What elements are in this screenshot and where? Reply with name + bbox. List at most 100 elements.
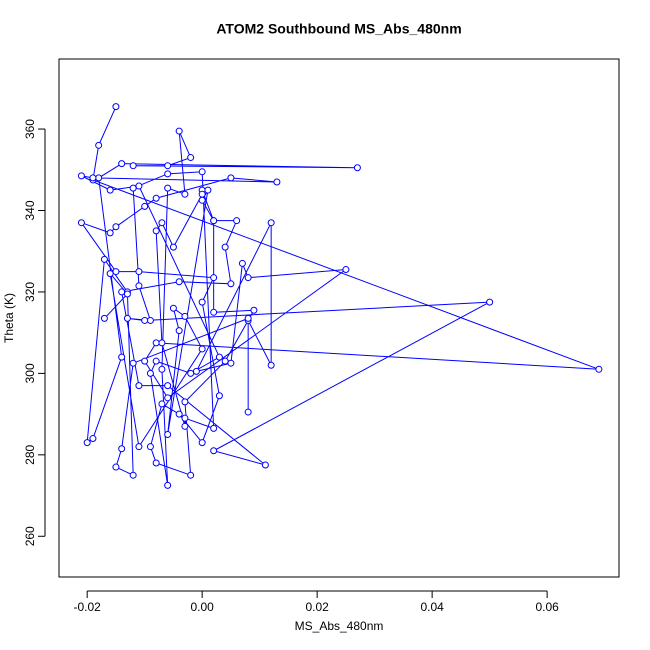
y-tick-label: 260 <box>23 526 37 546</box>
y-tick-label: 320 <box>23 282 37 302</box>
data-point <box>135 443 143 451</box>
data-point <box>227 174 235 182</box>
data-point <box>77 172 85 180</box>
data-point <box>227 280 235 288</box>
data-point <box>129 471 137 479</box>
data-point <box>181 422 189 430</box>
data-point <box>215 392 223 400</box>
data-point <box>118 160 126 168</box>
data-point <box>169 243 177 251</box>
data-point <box>129 359 137 367</box>
data-point <box>198 345 206 353</box>
data-point <box>244 274 252 282</box>
data-point <box>250 306 258 314</box>
data-point <box>112 103 120 111</box>
data-point <box>267 361 275 369</box>
data-point <box>95 174 103 182</box>
x-tick-label: -0.02 <box>73 600 101 614</box>
data-point <box>175 327 183 335</box>
x-tick-label: 0.04 <box>420 600 444 614</box>
data-point <box>221 243 229 251</box>
data-point <box>83 439 91 447</box>
data-point <box>135 268 143 276</box>
data-point <box>152 357 160 365</box>
data-point <box>244 314 252 322</box>
y-tick-label: 280 <box>23 444 37 464</box>
data-point <box>158 219 166 227</box>
data-point <box>100 314 108 322</box>
y-tick-label: 340 <box>23 200 37 220</box>
data-point <box>267 219 275 227</box>
data-point <box>141 202 149 210</box>
data-point <box>238 259 246 267</box>
data-point <box>118 445 126 453</box>
data-point <box>233 217 241 225</box>
data-point <box>261 461 269 469</box>
data-point <box>129 184 137 192</box>
data-point <box>198 196 206 204</box>
data-point <box>95 141 103 149</box>
data-point <box>164 394 172 402</box>
data-point <box>146 443 154 451</box>
data-point <box>100 255 108 263</box>
data-point <box>215 353 223 361</box>
data-point <box>112 463 120 471</box>
data-point <box>158 339 166 347</box>
data-point <box>77 219 85 227</box>
data-point <box>123 314 131 322</box>
x-tick-label: 0.06 <box>535 600 559 614</box>
data-point <box>210 308 218 316</box>
y-tick-label: 360 <box>23 119 37 139</box>
data-point <box>353 164 361 172</box>
data-point <box>164 170 172 178</box>
data-point <box>198 168 206 176</box>
data-point <box>158 365 166 373</box>
data-point <box>198 190 206 198</box>
data-point <box>187 154 195 162</box>
data-point <box>221 357 229 365</box>
data-point <box>112 223 120 231</box>
data-point <box>112 268 120 276</box>
data-point <box>210 447 218 455</box>
data-point <box>486 298 494 306</box>
x-axis-label: MS_Abs_480nm <box>295 619 384 633</box>
data-point <box>129 162 137 170</box>
data-point <box>181 398 189 406</box>
y-axis-label: Theta (K) <box>2 293 16 343</box>
data-point <box>273 178 281 186</box>
data-point <box>192 367 200 375</box>
x-tick-label: 0.02 <box>305 600 329 614</box>
data-point <box>89 435 97 443</box>
data-point <box>175 410 183 418</box>
data-point <box>175 278 183 286</box>
data-point <box>164 162 172 170</box>
data-point <box>135 382 143 390</box>
data-point <box>141 357 149 365</box>
data-point <box>164 430 172 438</box>
y-tick-label: 300 <box>23 363 37 383</box>
plot-box <box>58 58 620 578</box>
data-point <box>181 414 189 422</box>
data-point <box>175 127 183 135</box>
data-point <box>158 400 166 408</box>
data-point <box>210 424 218 432</box>
data-point <box>152 227 160 235</box>
data-point <box>204 186 212 194</box>
data-point <box>152 459 160 467</box>
data-point <box>118 353 126 361</box>
x-tick-label: 0.00 <box>190 600 214 614</box>
data-point <box>118 288 126 296</box>
data-point <box>89 174 97 182</box>
data-point <box>106 186 114 194</box>
data-point <box>342 266 350 274</box>
data-point <box>181 312 189 320</box>
data-line <box>80 106 600 486</box>
data-point <box>152 194 160 202</box>
data-point <box>164 184 172 192</box>
data-point <box>152 339 160 347</box>
data-point <box>227 359 235 367</box>
data-point <box>106 229 114 237</box>
data-point <box>187 369 195 377</box>
data-point <box>244 408 252 416</box>
